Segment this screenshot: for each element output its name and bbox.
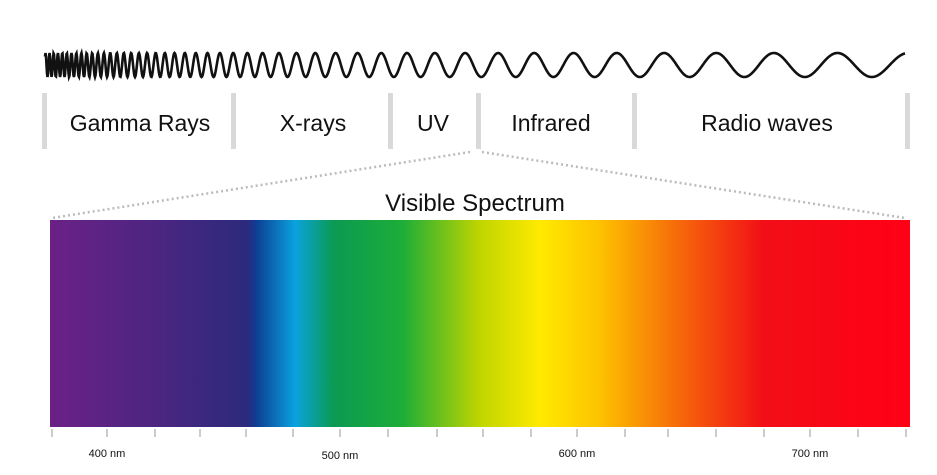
zoom-line	[481, 150, 906, 220]
axis-label: 500 nm	[322, 450, 359, 462]
spectrum-bar	[50, 220, 910, 427]
axis-ticks	[51, 429, 907, 437]
separator	[905, 93, 910, 149]
separator	[476, 93, 481, 149]
band-label: Infrared	[511, 110, 590, 136]
axis-label: 700 nm	[792, 448, 829, 460]
separator	[42, 93, 47, 149]
axis-label: 600 nm	[559, 448, 596, 460]
wave	[43, 47, 906, 82]
separators	[42, 93, 910, 149]
axis-label: 400 nm	[89, 448, 126, 460]
band-label: Gamma Rays	[70, 110, 211, 136]
separator	[231, 93, 236, 149]
band-label: UV	[417, 110, 450, 136]
band-label: X-rays	[280, 110, 346, 136]
separator	[388, 93, 393, 149]
band-label: Radio waves	[701, 110, 833, 136]
separator	[632, 93, 637, 149]
zoom-line	[51, 150, 471, 220]
title: Visible Spectrum	[385, 190, 565, 217]
